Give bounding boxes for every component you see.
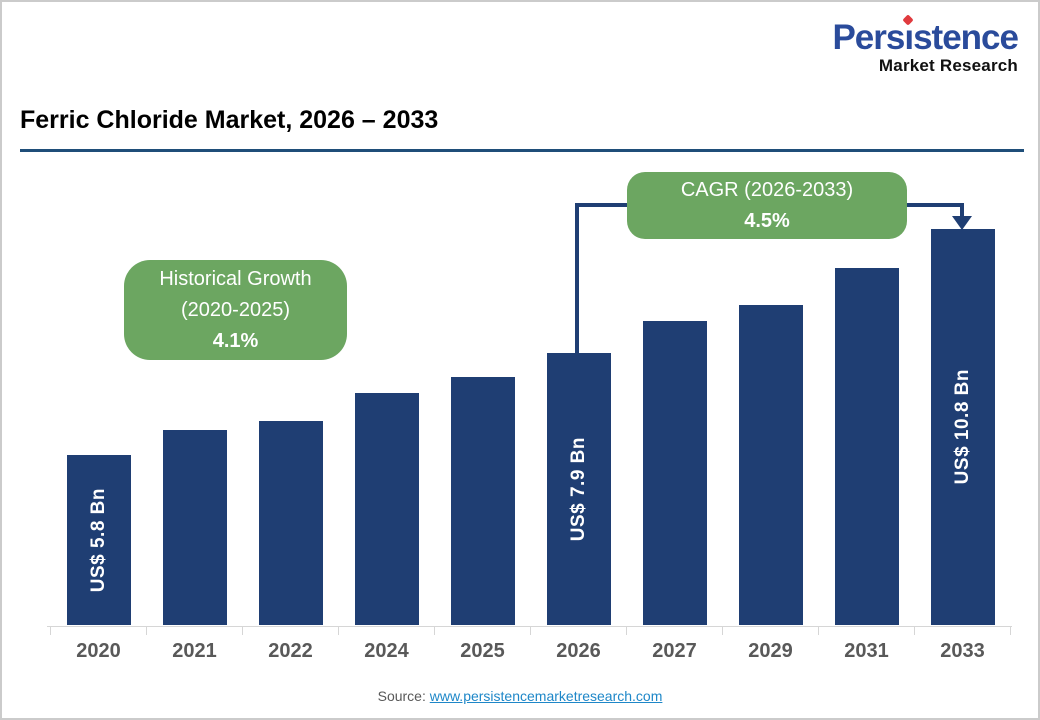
x-axis-tick bbox=[434, 626, 435, 635]
bar bbox=[258, 421, 323, 625]
bar bbox=[834, 268, 899, 625]
x-axis-tick bbox=[146, 626, 147, 635]
page-title: Ferric Chloride Market, 2026 – 2033 bbox=[20, 106, 439, 134]
x-axis-label: 2022 bbox=[268, 640, 313, 662]
bar bbox=[354, 393, 419, 625]
brand-letter-i: ı bbox=[902, 14, 914, 55]
historical-growth-callout: Historical Growth (2020-2025) 4.1% bbox=[124, 260, 347, 360]
cagr-callout: CAGR (2026-2033) 4.5% bbox=[627, 172, 907, 239]
x-axis-tick bbox=[722, 626, 723, 635]
bar: US$ 5.8 Bn bbox=[66, 455, 131, 625]
x-axis-label: 2029 bbox=[748, 640, 793, 662]
brand-logo: Persı stence Market Research bbox=[832, 14, 1019, 75]
x-axis-label: 2033 bbox=[940, 640, 985, 662]
cagr-connector-left-segment bbox=[575, 203, 579, 353]
bar-value-label: US$ 7.9 Bn bbox=[567, 436, 589, 542]
bar-value-label: US$ 10.8 Bn bbox=[951, 369, 973, 485]
x-axis-tick bbox=[530, 626, 531, 635]
bar bbox=[162, 430, 227, 625]
x-axis bbox=[47, 626, 1012, 627]
arrow-down-icon bbox=[952, 216, 972, 230]
title-underline bbox=[20, 149, 1024, 152]
bar: US$ 10.8 Bn bbox=[930, 229, 995, 625]
bar: US$ 7.9 Bn bbox=[546, 353, 611, 625]
x-axis-label: 2021 bbox=[172, 640, 217, 662]
x-axis-label: 2031 bbox=[844, 640, 889, 662]
x-axis-label: 2020 bbox=[76, 640, 121, 662]
historical-growth-line1: Historical Growth bbox=[159, 267, 312, 290]
brand-subtitle: Market Research bbox=[878, 56, 1018, 75]
brand-name: Persı stence bbox=[832, 14, 1019, 57]
bar bbox=[450, 377, 515, 625]
brand-text-pre: Pers bbox=[832, 18, 905, 57]
historical-growth-line2: (2020-2025) bbox=[181, 298, 290, 321]
cagr-line1: CAGR (2026-2033) bbox=[680, 178, 854, 201]
cagr-connector-right-segment bbox=[960, 203, 964, 218]
x-axis-label: 2025 bbox=[460, 640, 505, 662]
x-axis-tick bbox=[818, 626, 819, 635]
source-line: Source: www.persistencemarketresearch.co… bbox=[2, 688, 1038, 704]
x-axis-label: 2027 bbox=[652, 640, 697, 662]
bar-value-label: US$ 5.8 Bn bbox=[87, 487, 109, 593]
bar bbox=[738, 305, 803, 625]
x-axis-label: 2024 bbox=[364, 640, 409, 662]
x-axis-tick bbox=[1010, 626, 1011, 635]
x-axis-tick bbox=[242, 626, 243, 635]
x-axis-tick bbox=[338, 626, 339, 635]
x-axis-tick bbox=[50, 626, 51, 635]
x-axis-label: 2026 bbox=[556, 640, 601, 662]
cagr-value: 4.5% bbox=[744, 209, 790, 232]
source-link[interactable]: www.persistencemarketresearch.com bbox=[429, 688, 663, 704]
x-axis-tick bbox=[914, 626, 915, 635]
source-prefix: Source: bbox=[377, 688, 430, 704]
historical-growth-value: 4.1% bbox=[212, 329, 259, 352]
bar bbox=[642, 321, 707, 625]
x-axis-tick bbox=[626, 626, 627, 635]
brand-text-post: stence bbox=[913, 18, 1019, 57]
